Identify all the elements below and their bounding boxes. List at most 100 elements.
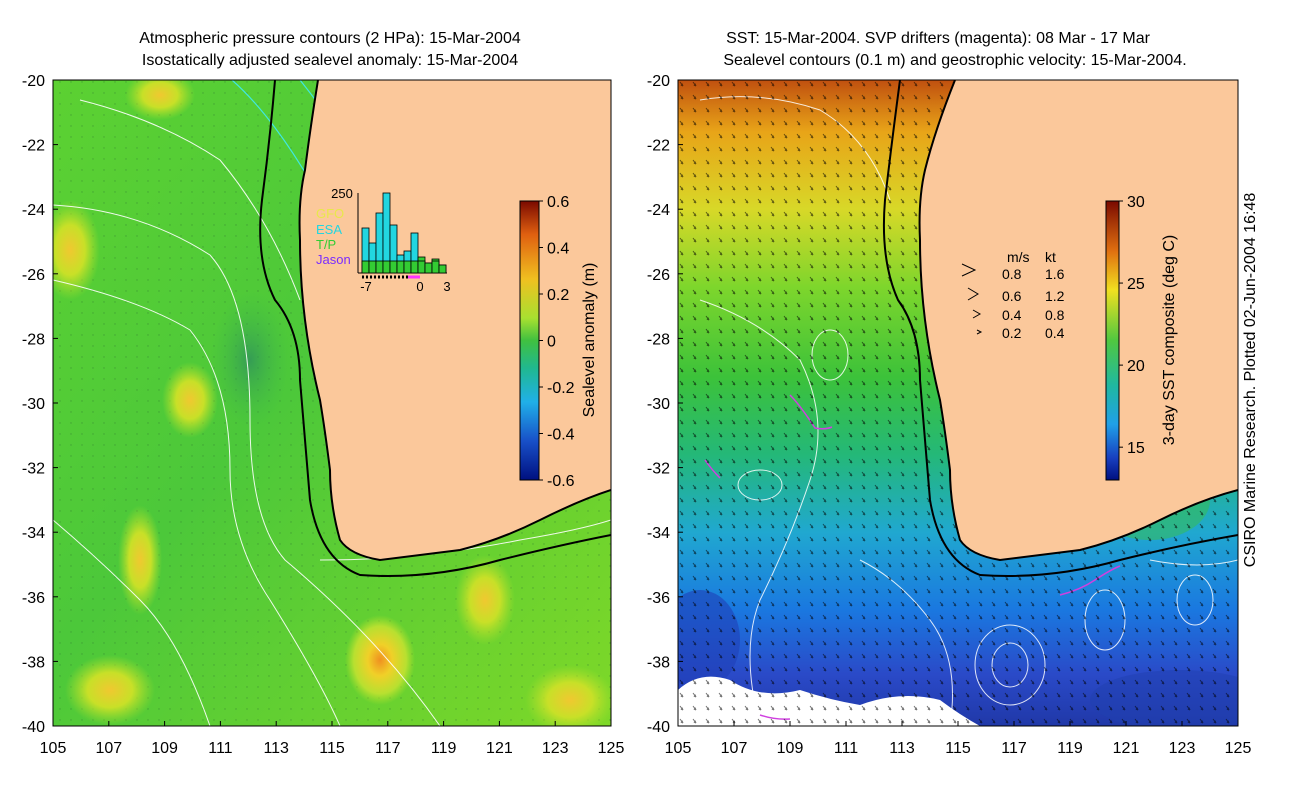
- left-ytick-label: -20: [22, 73, 45, 90]
- left-ytick-label: -22: [22, 138, 45, 155]
- right-colorbar-ticks: 30 25 20 15: [1119, 194, 1145, 457]
- inset-xtick-c: 3: [443, 279, 450, 294]
- right-colorbar: [1105, 200, 1120, 481]
- left-ytick-label: -34: [22, 525, 45, 542]
- left-ytick-label: -36: [22, 590, 45, 607]
- vel-row2-kt: 1.2: [1045, 288, 1065, 304]
- inset-xtick-b: 0: [416, 279, 423, 294]
- inset-bar-base: [431, 260, 440, 274]
- left-colorbar: [519, 200, 540, 481]
- left-cb-tick-label: 0.2: [547, 287, 569, 304]
- left-cb-tick-label: -0.4: [547, 427, 575, 444]
- left-ytick-label: -24: [22, 202, 45, 219]
- left-xtick-label: 115: [319, 740, 345, 757]
- right-xtick-label: 119: [1057, 740, 1083, 757]
- left-xtick-label: 107: [95, 740, 122, 757]
- left-xtick-label: 111: [208, 740, 232, 757]
- credit-text: CSIRO Marine Research. Plotted 02-Jun-20…: [1242, 193, 1259, 568]
- velocity-legend: m/s kt 0.8 1.6 0.6 1.2 0.4 0.8 0.2 0.4: [961, 249, 1065, 341]
- right-cb-tick-label: 20: [1127, 358, 1145, 375]
- right-ytick-label: -32: [647, 461, 670, 478]
- right-title-line2: Sealevel contours (0.1 m) and geostrophi…: [723, 52, 1186, 69]
- inset-bar-base: [396, 260, 405, 274]
- left-ytick-label: -38: [22, 654, 45, 671]
- inset-legend-gfo: GFO: [316, 206, 344, 221]
- left-ytick-label: -30: [22, 396, 45, 413]
- inset-bar-base: [424, 262, 433, 274]
- right-title-line1: SST: 15-Mar-2004. SVP drifters (magenta)…: [726, 30, 1151, 47]
- left-title-line1: Atmospheric pressure contours (2 HPa): 1…: [139, 30, 521, 47]
- axis-ticks: -20 -22 -24 -26 -28 -30 -32 -34 -36 -38 -40 105 107 1…: [22, 73, 1252, 757]
- right-xtick-label: 117: [1001, 740, 1027, 757]
- shelf-contour: [259, 80, 611, 577]
- left-cb-tick-label: 0.4: [547, 241, 569, 258]
- right-ytick-label: -36: [647, 590, 670, 607]
- left-cb-tick-label: -0.6: [547, 473, 575, 490]
- left-colorbar-label: Sealevel anomaly (m): [581, 263, 598, 418]
- left-xtick-label: 125: [598, 740, 625, 757]
- inset-bar-base: [375, 260, 384, 274]
- right-xtick-label: 115: [945, 740, 971, 757]
- right-ytick-label: -40: [647, 719, 670, 736]
- coastline: [298, 80, 611, 562]
- vel-row2-ms: 0.6: [1002, 288, 1022, 304]
- inset-legend-esa: ESA: [316, 222, 342, 237]
- right-xtick-label: 111: [834, 740, 858, 757]
- inset-bar-base: [438, 264, 447, 274]
- inset-ymax: 250: [331, 186, 353, 201]
- left-cb-tick-label: 0: [547, 334, 556, 351]
- inset-bar-base: [361, 260, 370, 274]
- left-xtick-label: 105: [40, 740, 67, 757]
- inset-bar-base: [403, 260, 412, 274]
- vel-row4-kt: 0.4: [1045, 325, 1065, 341]
- right-ytick-label: -38: [647, 654, 670, 671]
- left-xtick-label: 119: [431, 740, 457, 757]
- inset-xtick-a: -7: [360, 279, 372, 294]
- left-ytick-label: -40: [22, 719, 45, 736]
- inset-bar-base: [382, 260, 391, 274]
- left-cb-tick-label: 0.6: [547, 194, 569, 211]
- right-xtick-label: 125: [1225, 740, 1252, 757]
- left-xtick-label: 113: [263, 740, 289, 757]
- inset-bar-base: [389, 260, 398, 274]
- right-xtick-label: 123: [1169, 740, 1196, 757]
- vel-header-kt: kt: [1045, 249, 1056, 265]
- left-ytick-label: -28: [22, 331, 45, 348]
- right-cb-tick-label: 30: [1127, 194, 1145, 211]
- vel-row1-kt: 1.6: [1045, 266, 1065, 282]
- right-ytick-label: -20: [647, 73, 670, 90]
- inset-bar-base: [368, 260, 377, 274]
- left-title-line2: Isostatically adjusted sealevel anomaly:…: [142, 52, 518, 69]
- left-cb-tick-label: -0.2: [547, 380, 575, 397]
- right-xtick-label: 105: [665, 740, 692, 757]
- left-xtick-label: 117: [375, 740, 401, 757]
- right-xtick-label: 113: [889, 740, 915, 757]
- right-ytick-label: -26: [647, 267, 670, 284]
- right-ytick-label: -22: [647, 138, 670, 155]
- left-colorbar-ticks: 0.6 0.4 0.2 0 -0.2 -0.4 -0.6: [539, 194, 575, 490]
- vel-header-ms: m/s: [1007, 249, 1030, 265]
- right-ytick-label: -28: [647, 331, 670, 348]
- vel-row3-kt: 0.8: [1045, 307, 1065, 323]
- left-xtick-label: 123: [542, 740, 569, 757]
- right-xtick-label: 107: [721, 740, 748, 757]
- inset-legend-tp: T/P: [316, 237, 336, 252]
- left-xtick-label: 121: [486, 740, 513, 757]
- vel-row4-ms: 0.2: [1002, 325, 1022, 341]
- right-xtick-label: 109: [777, 740, 804, 757]
- vel-row3-ms: 0.4: [1002, 307, 1022, 323]
- right-cb-tick-label: 25: [1127, 276, 1145, 293]
- right-ytick-label: -34: [647, 525, 670, 542]
- inset-histogram: 250 GFO ESA T/P Jason -7 0 3: [316, 186, 451, 294]
- right-australia-land: [919, 80, 1238, 560]
- right-coastline: [918, 80, 1238, 562]
- inset-bar-base: [417, 260, 426, 274]
- vel-row1-ms: 0.8: [1002, 266, 1022, 282]
- left-ytick-label: -32: [22, 461, 45, 478]
- right-cb-tick-label: 15: [1127, 440, 1145, 457]
- left-map: [53, 80, 611, 726]
- right-ytick-label: -30: [647, 396, 670, 413]
- right-ytick-label: -24: [647, 202, 670, 219]
- inset-legend-jason: Jason: [316, 252, 351, 267]
